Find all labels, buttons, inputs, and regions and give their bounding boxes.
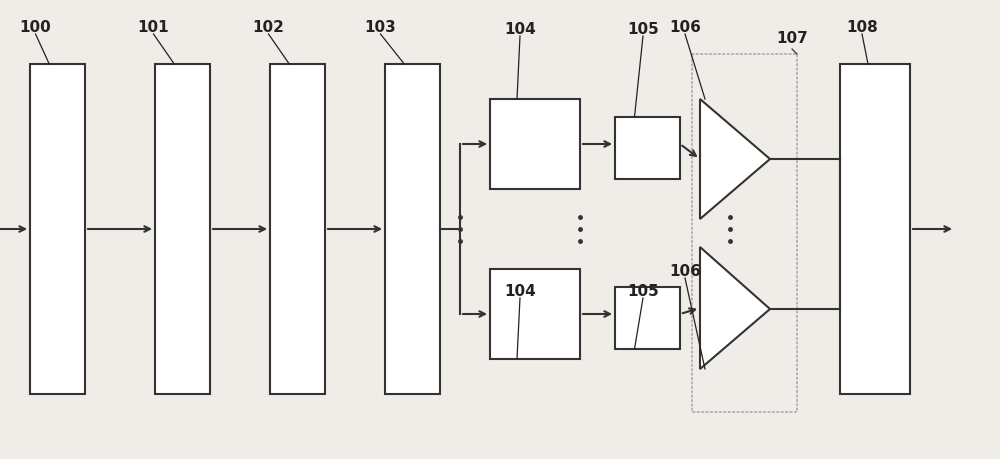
Bar <box>615 118 680 179</box>
Bar <box>270 65 325 394</box>
Bar <box>30 65 85 394</box>
Text: 102: 102 <box>253 21 284 35</box>
Polygon shape <box>700 100 770 219</box>
Bar <box>490 269 580 359</box>
Text: 100: 100 <box>20 21 51 35</box>
Bar <box>155 65 210 394</box>
Text: 101: 101 <box>138 21 169 35</box>
Bar <box>385 65 440 394</box>
Polygon shape <box>700 247 770 369</box>
Bar <box>490 100 580 190</box>
Text: 105: 105 <box>627 22 659 38</box>
Text: 103: 103 <box>365 21 396 35</box>
Text: 105: 105 <box>627 284 659 299</box>
Bar <box>840 65 910 394</box>
Text: 107: 107 <box>776 31 808 46</box>
Text: 104: 104 <box>504 284 536 299</box>
Bar <box>615 287 680 349</box>
Text: 106: 106 <box>669 264 701 279</box>
Bar <box>692 55 797 412</box>
Text: 104: 104 <box>504 22 536 38</box>
Text: 108: 108 <box>846 21 878 35</box>
Text: 106: 106 <box>669 21 701 35</box>
